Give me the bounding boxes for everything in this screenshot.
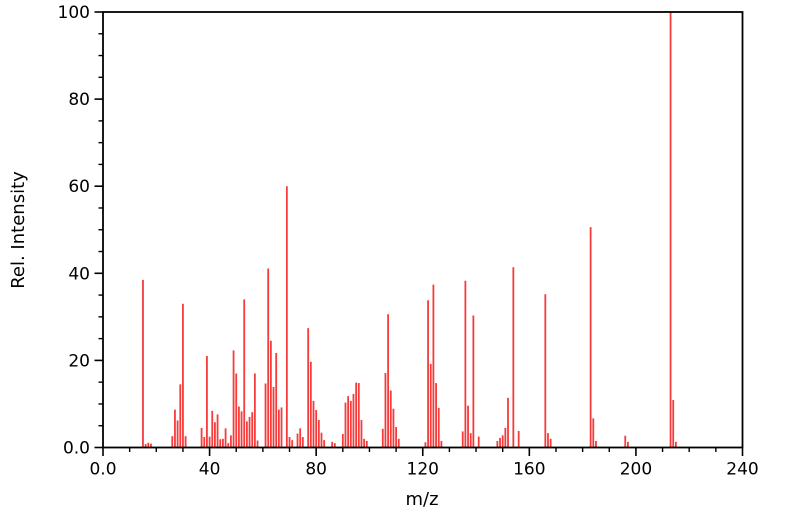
y-axis-tick-labels: 0.0 20 40 60 80 100 [58, 3, 90, 459]
plot-area [103, 12, 743, 448]
x-tick-label: 120 [407, 460, 439, 480]
x-tick-label: 0.0 [89, 460, 116, 480]
y-tick-label: 20 [68, 351, 90, 371]
plot-frame [102, 11, 744, 449]
spectrum-peaks [142, 12, 677, 447]
y-axis-label: Rel. Intensity [8, 171, 29, 289]
x-tick-label: 40 [199, 460, 221, 480]
y-tick-label: 60 [68, 177, 90, 197]
y-axis-ticks [94, 11, 103, 449]
x-tick-label: 80 [305, 460, 327, 480]
y-tick-label: 80 [68, 90, 90, 110]
x-axis-label: m/z [405, 489, 438, 510]
x-axis-tick-labels: 0.0 40 80 120 160 200 240 [89, 460, 758, 480]
x-axis-ticks [102, 447, 744, 456]
x-tick-label: 200 [620, 460, 652, 480]
x-tick-label: 240 [726, 460, 758, 480]
x-tick-label: 160 [513, 460, 545, 480]
y-tick-label: 0.0 [63, 439, 90, 459]
y-tick-label: 40 [68, 264, 90, 284]
y-tick-label: 100 [58, 3, 90, 23]
